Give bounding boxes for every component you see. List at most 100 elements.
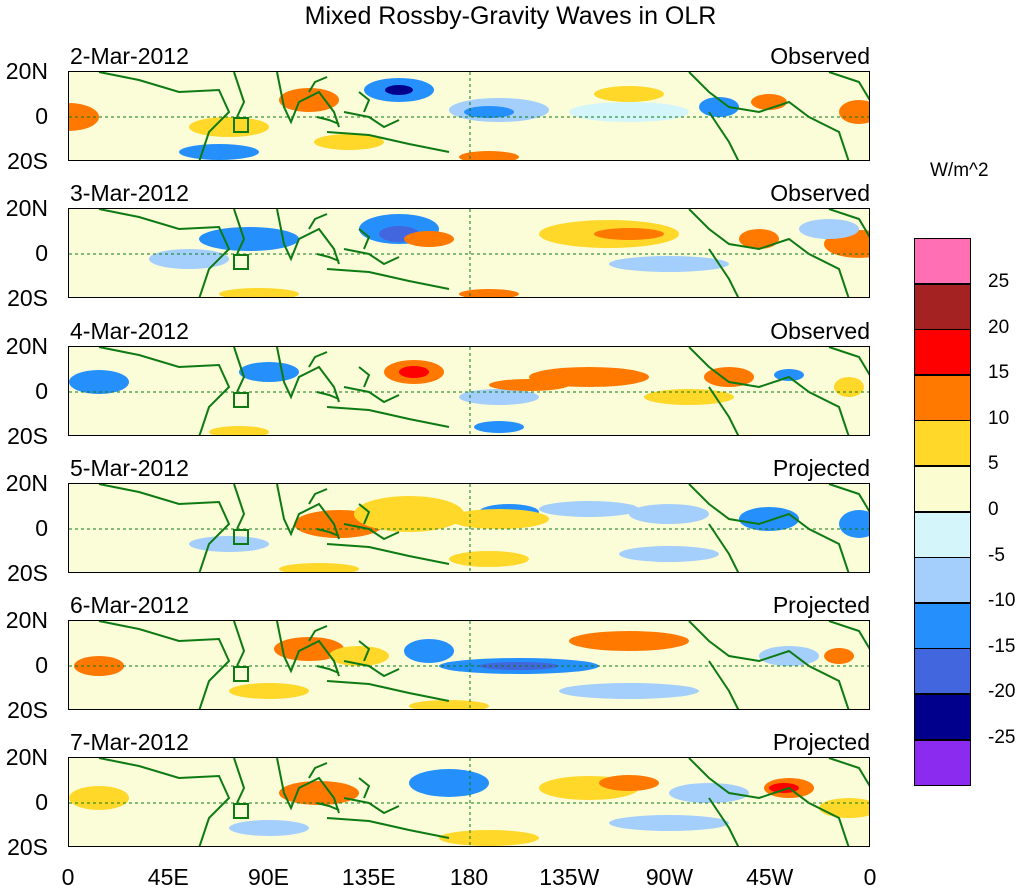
- figure-title: Mixed Rossby-Gravity Waves in OLR: [304, 2, 717, 30]
- longitude-tick-label: 180: [449, 864, 489, 890]
- anomaly-contour: [274, 637, 344, 661]
- latitude-tick-label: 20S: [7, 148, 48, 174]
- coastline: [98, 209, 231, 297]
- colorbar-tick-label: 20: [988, 316, 1010, 338]
- anomaly-contour: [179, 144, 259, 160]
- anomaly-contour: [209, 426, 269, 435]
- anomaly-contour: [819, 798, 869, 818]
- coastline: [98, 347, 231, 435]
- anomaly-contour: [239, 362, 299, 382]
- coastline: [343, 111, 400, 129]
- anomaly-contour: [149, 249, 229, 269]
- coastline: [343, 660, 400, 678]
- coastline: [688, 621, 850, 709]
- anomaly-contour: [594, 228, 664, 240]
- colorbar-tick-label: 15: [988, 362, 1010, 384]
- coastline: [358, 640, 371, 662]
- coastline: [358, 91, 371, 113]
- coastline: [828, 758, 869, 787]
- anomaly-contour: [229, 820, 309, 836]
- coastline: [233, 209, 246, 255]
- region-box: [233, 666, 249, 682]
- anomaly-contour: [751, 94, 787, 110]
- colorbar-tick-label: 5: [988, 453, 999, 475]
- coastline: [358, 366, 371, 388]
- coastline: [708, 248, 740, 297]
- coastline: [276, 621, 340, 677]
- coastline: [308, 213, 328, 230]
- latitude-tick-label: 0: [35, 103, 48, 129]
- panel-date: 3-Mar-2012: [70, 180, 189, 206]
- anomaly-contour: [739, 507, 799, 531]
- anomaly-contour: [404, 639, 454, 663]
- coastline: [688, 347, 850, 435]
- latitude-tick-label: 20N: [5, 58, 48, 84]
- longitude-tick-label: 45E: [147, 864, 189, 890]
- coastline: [828, 347, 869, 376]
- region-box: [233, 392, 249, 408]
- map-panel: [68, 757, 870, 847]
- coastline: [316, 665, 340, 674]
- panel-type: Projected: [772, 455, 870, 481]
- latitude-tick-label: 20N: [5, 333, 48, 359]
- colorbar-tick-label: 10: [988, 407, 1010, 429]
- coastline: [828, 621, 869, 650]
- anomaly-contour: [459, 289, 519, 297]
- anomaly-contour: [594, 86, 664, 102]
- latitude-tick-label: 20N: [5, 470, 48, 496]
- coastline: [308, 762, 328, 779]
- longitude-tick-label: 135W: [539, 864, 600, 890]
- coastline: [233, 72, 246, 118]
- anomaly-contour: [279, 88, 339, 112]
- colorbar-segment: [914, 283, 971, 330]
- map-panel: [68, 620, 870, 710]
- coastline: [98, 621, 231, 709]
- coastline: [828, 484, 869, 513]
- anomaly-contour: [189, 117, 269, 137]
- anomaly-contour: [199, 227, 299, 251]
- anomaly-contour: [279, 563, 359, 572]
- coastline: [316, 391, 340, 400]
- panel-type: Observed: [770, 318, 870, 344]
- colorbar-units: W/m^2: [930, 160, 989, 181]
- anomaly-contour: [644, 389, 734, 405]
- coastline: [343, 248, 400, 266]
- longitude-tick-label: 90W: [645, 864, 694, 890]
- anomaly-contour: [69, 370, 129, 394]
- anomaly-contour: [449, 509, 549, 529]
- anomaly-contour: [569, 102, 689, 122]
- anomaly-contour: [464, 106, 514, 118]
- coastline: [343, 386, 400, 404]
- anomaly-contour: [229, 683, 309, 699]
- coastline: [308, 488, 328, 505]
- coastline: [708, 111, 740, 160]
- coastline: [276, 347, 340, 403]
- coastline: [708, 797, 740, 846]
- anomaly-contour: [404, 231, 454, 247]
- colorbar-segment: [914, 374, 971, 421]
- coastline: [308, 76, 328, 93]
- latitude-tick-label: 0: [35, 789, 48, 815]
- colorbar-segment: [914, 557, 971, 604]
- anomaly-contour: [609, 815, 729, 831]
- anomaly-contour: [354, 496, 464, 532]
- panel-date: 2-Mar-2012: [70, 43, 189, 69]
- anomaly-contour: [839, 100, 869, 124]
- coastline: [98, 72, 231, 160]
- latitude-tick-label: 20S: [7, 285, 48, 311]
- coastline: [308, 351, 328, 368]
- map-panel: [68, 346, 870, 436]
- panel-date: 5-Mar-2012: [70, 455, 189, 481]
- latitude-tick-label: 20S: [7, 423, 48, 449]
- region-box: [233, 254, 249, 270]
- coastline: [326, 817, 450, 839]
- coastline: [233, 621, 246, 667]
- coastline: [316, 528, 340, 537]
- anomaly-contour: [409, 769, 489, 797]
- coastline: [828, 72, 869, 101]
- colorbar-tick-label: -25: [988, 727, 1016, 748]
- latitude-tick-label: 20S: [7, 560, 48, 586]
- anomaly-contour: [599, 775, 659, 791]
- anomaly-contour: [69, 786, 129, 810]
- longitude-tick-label: 135E: [341, 864, 396, 890]
